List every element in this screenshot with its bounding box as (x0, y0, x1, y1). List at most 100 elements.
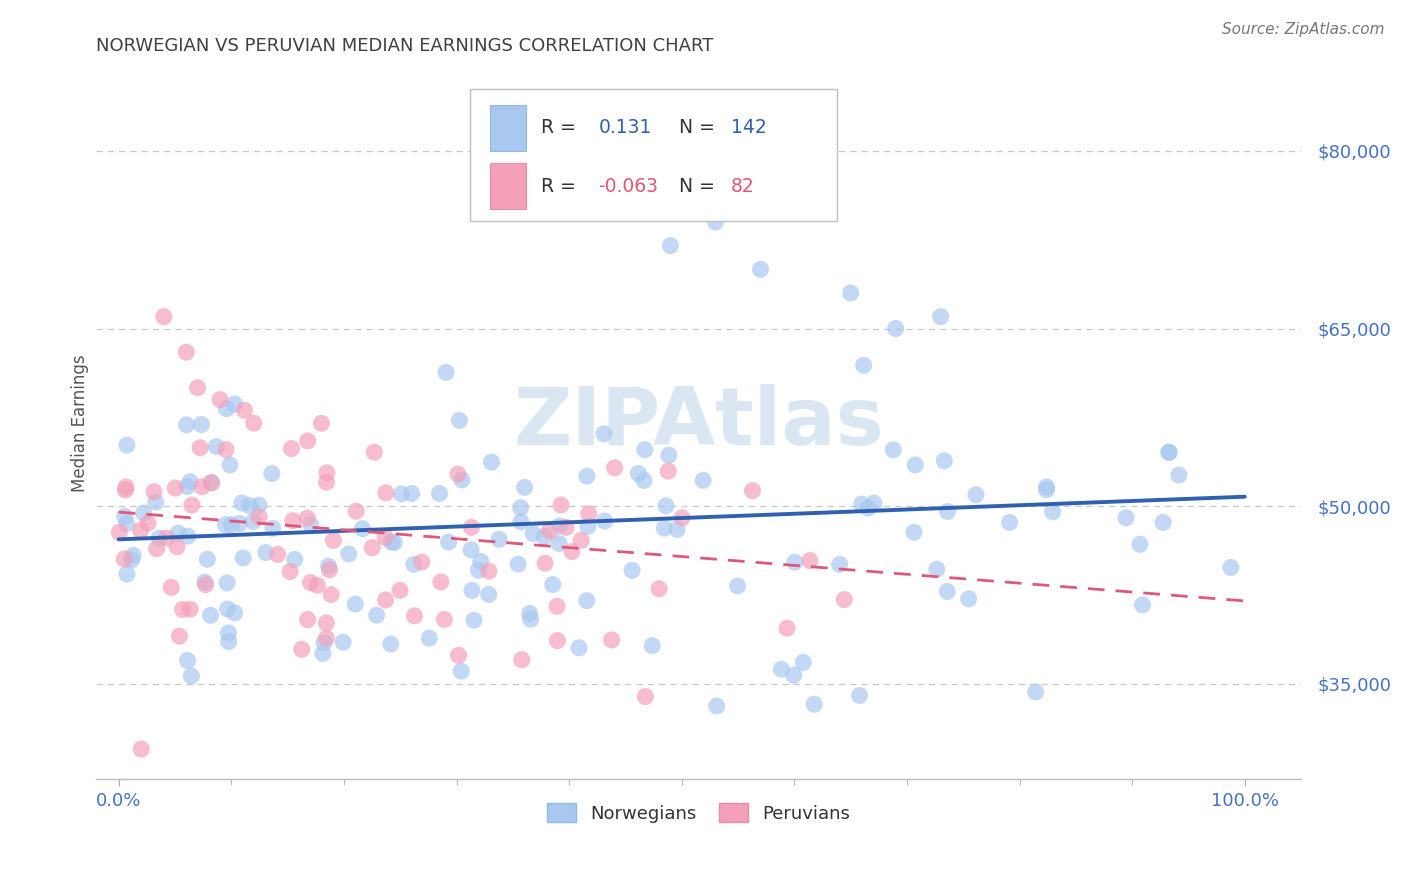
Point (247, 510, 270, 524)
Point (1157, 445, 1180, 459)
Point (603, 460, 626, 475)
Point (655, 499, 678, 513)
Point (247, 498, 270, 512)
Point (382, 535, 405, 549)
Point (451, 473, 474, 487)
Point (882, 442, 904, 457)
Point (437, 535, 460, 549)
Point (291, 642, 314, 657)
Point (659, 238, 682, 252)
Point (315, 632, 337, 646)
Point (112, 552, 135, 566)
Point (627, 467, 650, 481)
Point (315, 466, 337, 480)
Point (1152, 516, 1174, 530)
Point (666, 523, 689, 537)
Point (965, 488, 987, 502)
Point (363, 445, 385, 459)
Point (418, 631, 440, 645)
Point (121, 553, 143, 567)
Point (374, 593, 396, 607)
Point (828, 558, 851, 572)
Point (1035, 483, 1057, 497)
Point (513, 480, 536, 494)
Point (957, 591, 980, 606)
Point (1167, 468, 1189, 483)
Point (299, 575, 322, 590)
Point (1129, 537, 1152, 551)
Point (783, 555, 806, 569)
Text: ZIPAtlas: ZIPAtlas (513, 384, 884, 462)
Point (366, 608, 388, 623)
Point (803, 697, 825, 711)
Point (233, 403, 256, 417)
Point (332, 635, 354, 649)
Point (315, 615, 337, 630)
Point (311, 417, 333, 431)
Point (209, 392, 232, 407)
Point (903, 525, 925, 540)
Point (148, 531, 170, 545)
Point (224, 397, 246, 411)
Point (352, 522, 374, 536)
Point (593, 514, 616, 528)
Point (488, 533, 510, 547)
Point (776, 621, 799, 635)
Point (481, 455, 503, 469)
Point (321, 588, 343, 602)
Point (832, 592, 855, 607)
Point (374, 486, 396, 500)
Point (169, 629, 191, 643)
Point (749, 262, 772, 277)
Point (534, 556, 557, 570)
Point (411, 555, 433, 569)
Point (218, 634, 240, 648)
Point (145, 541, 167, 556)
Point (243, 417, 266, 431)
Y-axis label: Median Earnings: Median Earnings (72, 354, 89, 492)
Point (179, 602, 201, 616)
Point (143, 484, 166, 499)
Point (1132, 598, 1154, 612)
Point (576, 519, 599, 533)
Point (194, 575, 217, 590)
Point (575, 469, 598, 483)
Point (569, 533, 592, 548)
Point (509, 500, 531, 515)
Point (214, 517, 236, 532)
Point (621, 563, 644, 577)
Point (568, 640, 591, 655)
Point (312, 636, 335, 650)
Point (201, 475, 224, 490)
Point (510, 515, 533, 529)
Point (548, 519, 571, 533)
Point (179, 475, 201, 489)
Point (215, 401, 238, 416)
Point (652, 521, 675, 535)
Point (315, 475, 337, 490)
Point (266, 547, 288, 561)
Point (217, 575, 239, 590)
Point (219, 458, 242, 472)
Text: N =: N = (679, 118, 716, 137)
Point (322, 533, 344, 548)
Point (224, 606, 246, 620)
Point (361, 541, 384, 555)
Point (467, 563, 489, 577)
Point (174, 345, 197, 359)
Point (848, 689, 870, 703)
Point (115, 516, 138, 531)
Point (281, 514, 304, 528)
Point (297, 511, 319, 525)
Point (447, 648, 470, 663)
Point (1219, 560, 1241, 574)
Point (278, 565, 301, 579)
Bar (491, 104, 526, 151)
Point (114, 509, 136, 524)
Text: N =: N = (679, 177, 716, 195)
Point (402, 558, 425, 572)
Point (904, 458, 927, 472)
Point (671, 510, 693, 524)
Point (299, 517, 322, 532)
Point (614, 168, 637, 182)
